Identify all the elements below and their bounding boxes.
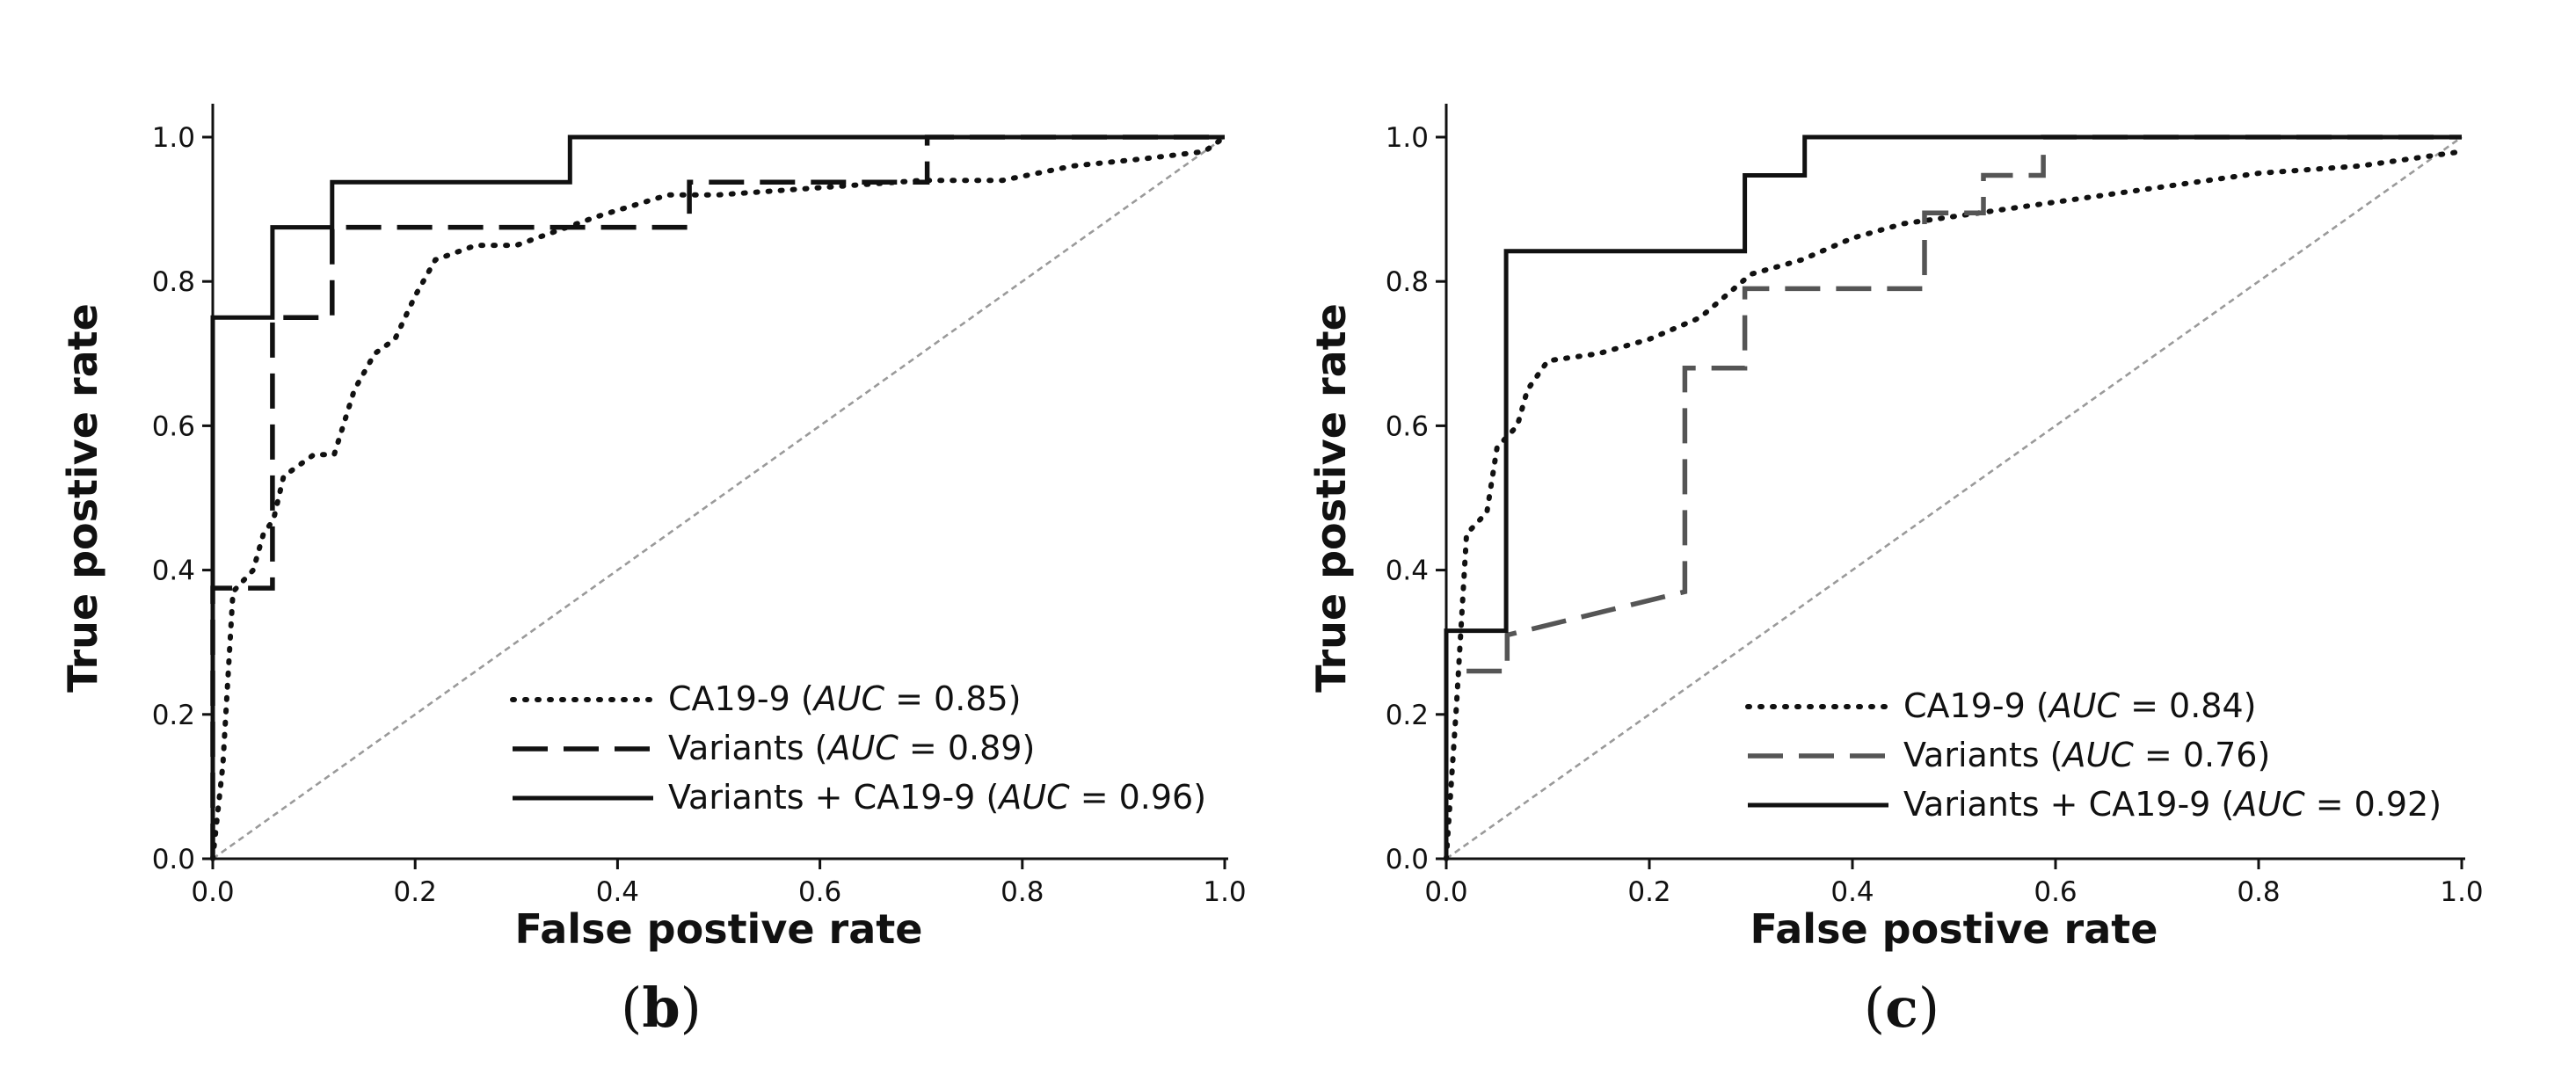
legend-paren: ) [1022, 729, 1035, 767]
y-tick-label: 1.0 [152, 122, 195, 154]
legend-entry: Variants + CA19-9 (AUC = 0.96) [668, 778, 1206, 817]
x-tick-label: 0.8 [2237, 876, 2280, 908]
legend-entry: Variants + CA19-9 (AUC = 0.92) [1903, 785, 2441, 824]
legend-series-name: Variants [1903, 736, 2040, 774]
x-tick-label: 0.4 [596, 876, 639, 908]
x-tick-label: 0.6 [798, 876, 841, 908]
x-tick-label: 0.2 [394, 876, 437, 908]
y-tick-label: 0.6 [1386, 410, 1429, 442]
x-tick-label: 1.0 [2440, 876, 2483, 908]
legend-auc-value: 0.76 [2183, 736, 2258, 774]
panel-label-paren: ) [1918, 976, 1939, 1040]
x-tick-label: 0.4 [1830, 876, 1874, 908]
y-tick-label: 0.8 [1386, 266, 1429, 298]
legend-entry: Variants (AUC = 0.76) [1903, 736, 2270, 774]
y-tick-label: 0.2 [1386, 700, 1429, 731]
legend-auc-label: AUC [996, 778, 1070, 817]
y-tick-label: 0.4 [152, 556, 195, 587]
legend-paren: ) [1008, 679, 1022, 718]
panel-label-paren: ( [1864, 976, 1885, 1040]
legend-equals: = [2134, 736, 2183, 774]
legend-auc-value: 0.85 [934, 679, 1008, 718]
panel-label-paren: ) [680, 976, 702, 1040]
legend-paren: ( [975, 778, 999, 817]
legend-equals: = [2120, 686, 2169, 725]
legend-entry: CA19-9 (AUC = 0.84) [1903, 686, 2256, 725]
y-tick-label: 0.2 [152, 700, 195, 731]
legend-series-name: Variants [668, 729, 804, 767]
chance-diagonal-line [212, 135, 1226, 861]
legend-auc-value: 0.92 [2354, 785, 2429, 824]
legend-auc-label: AUC [2061, 736, 2135, 774]
legend-entry: CA19-9 (AUC = 0.85) [668, 679, 1021, 718]
roc-curve-solid [1444, 134, 2462, 859]
legend-auc-value: 0.84 [2169, 686, 2244, 725]
y-tick-label: 0.8 [152, 266, 195, 298]
y-tick-label: 0.6 [152, 410, 195, 442]
roc-curve-dashed [210, 134, 1225, 859]
roc-curve-dotted [210, 134, 1227, 861]
roc-curve-dashed [1466, 134, 2462, 674]
legend-paren: ( [790, 679, 814, 718]
panel-label: (b) [621, 976, 702, 1040]
legend-equals: = [899, 729, 948, 767]
panel-label-letter: b [642, 976, 680, 1040]
legend-auc-label: AUC [2047, 686, 2121, 725]
roc-panel-b: 0.0 0.2 0.4 0.6 0.8 1.0 0.0 0.2 0.4 0.6 0.8 1.0 Fals… [59, 104, 1247, 1040]
legend-auc-label: AUC [811, 679, 885, 718]
panel-label-paren: ( [621, 976, 642, 1040]
legend-auc-label: AUC [2231, 785, 2305, 824]
x-tick-label: 0.2 [1627, 876, 1670, 908]
y-tick-label: 0.4 [1386, 556, 1429, 587]
panel-label: (c) [1864, 976, 1939, 1040]
legend-equals: = [1070, 778, 1119, 817]
y-tick-label: 1.0 [1386, 122, 1429, 154]
legend-series-name: CA19-9 [668, 679, 790, 718]
y-tick-label: 0.0 [1386, 844, 1429, 875]
x-tick-label: 0.0 [1424, 876, 1467, 908]
legend-paren: ) [2244, 686, 2257, 725]
legend-paren: ( [2026, 686, 2049, 725]
legend-equals: = [884, 679, 934, 718]
legend-series-name: Variants + CA19-9 [668, 778, 975, 817]
legend-auc-value: 0.96 [1119, 778, 1194, 817]
x-axis-label: False postive rate [515, 905, 923, 953]
y-axis-label: True postive rate [1307, 303, 1355, 693]
x-axis-label: False postive rate [1750, 905, 2158, 953]
legend-paren: ) [2428, 785, 2441, 824]
panel-label-letter: c [1885, 976, 1918, 1040]
legend-auc-label: AUC [826, 729, 899, 767]
x-tick-label: 0.8 [1001, 876, 1044, 908]
legend-paren: ( [2210, 785, 2234, 824]
legend-auc-value: 0.89 [948, 729, 1022, 767]
y-axis-label: True postive rate [59, 303, 106, 693]
legend-paren: ( [804, 729, 828, 767]
y-tick-label: 0.0 [152, 844, 195, 875]
roc-curve-solid [210, 134, 1225, 859]
chance-diagonal-line [1445, 135, 2463, 861]
x-tick-label: 0.0 [191, 876, 234, 908]
legend-paren: ) [2257, 736, 2270, 774]
legend-equals: = [2305, 785, 2354, 824]
x-tick-label: 1.0 [1203, 876, 1246, 908]
roc-curve-dotted [1444, 149, 2464, 861]
legend-series-name: CA19-9 [1903, 686, 2026, 725]
roc-panel-c: 0.0 0.2 0.4 0.6 0.8 1.0 0.0 0.2 0.4 0.6 0.8 1.0 Fals… [1307, 104, 2484, 1040]
legend-paren: ( [2040, 736, 2063, 774]
legend-paren: ) [1193, 778, 1206, 817]
legend-entry: Variants (AUC = 0.89) [668, 729, 1035, 767]
x-tick-label: 0.6 [2034, 876, 2077, 908]
legend-series-name: Variants + CA19-9 [1903, 785, 2210, 824]
